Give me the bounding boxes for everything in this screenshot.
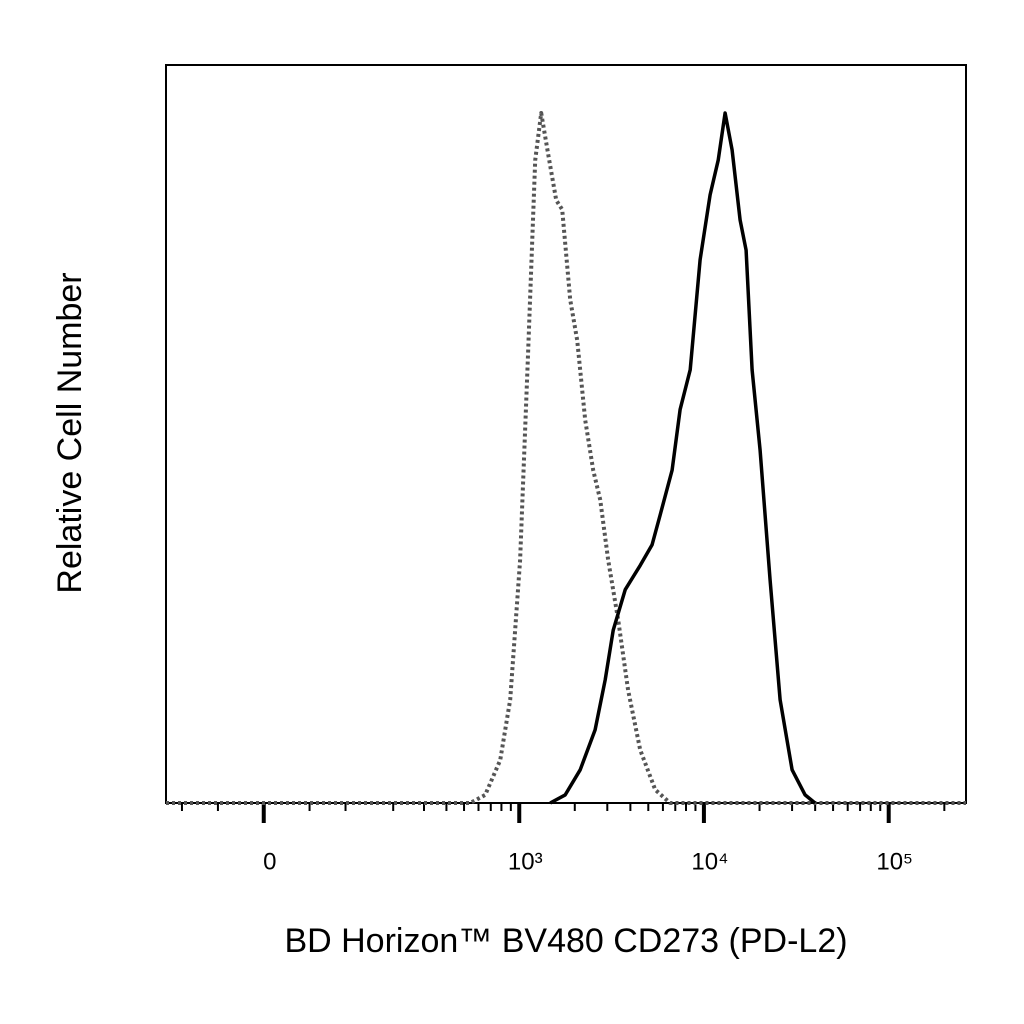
x-tick-label: 10³ (508, 848, 543, 875)
x-tick-label: 0 (263, 848, 276, 875)
histogram-line (166, 111, 966, 805)
histogram-line (549, 111, 817, 805)
x-tick-label: 10⁵ (876, 848, 913, 875)
x-tick-label: 10⁴ (691, 848, 728, 875)
y-axis-title: Relative Cell Number (51, 272, 89, 593)
plot-frame (165, 64, 967, 804)
x-axis-title: BD Horizon™ BV480 CD273 (PD-L2) (284, 922, 847, 960)
